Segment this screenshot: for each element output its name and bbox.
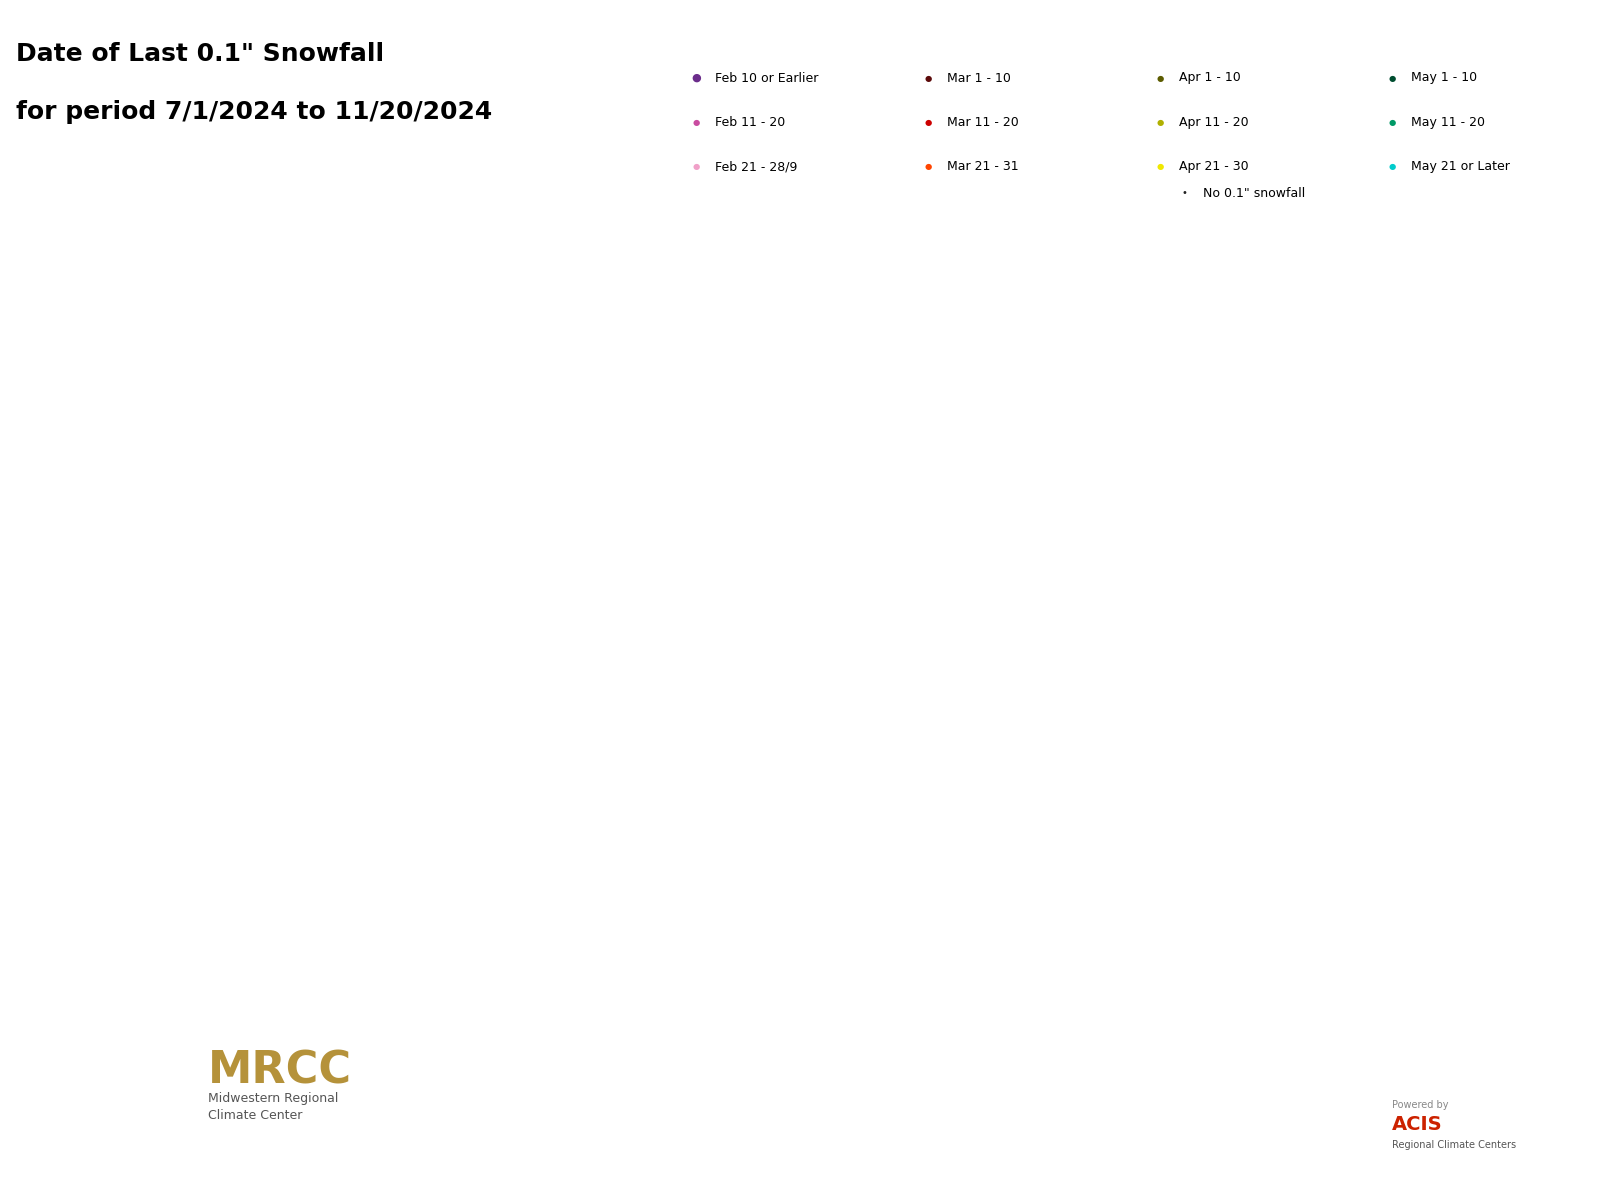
Text: ●: ● (1157, 73, 1163, 83)
Text: Mar 11 - 20: Mar 11 - 20 (947, 116, 1019, 128)
Text: Mar 21 - 31: Mar 21 - 31 (947, 161, 1019, 173)
Text: ●: ● (1157, 118, 1163, 127)
Text: for period 7/1/2024 to 11/20/2024: for period 7/1/2024 to 11/20/2024 (16, 100, 493, 124)
Text: ●: ● (691, 73, 701, 83)
Text: •: • (1181, 188, 1187, 198)
Text: Feb 21 - 28/9: Feb 21 - 28/9 (715, 161, 797, 173)
Text: ●: ● (1157, 162, 1163, 172)
Text: Regional Climate Centers: Regional Climate Centers (1392, 1140, 1517, 1150)
Text: Mar 1 - 10: Mar 1 - 10 (947, 72, 1011, 84)
Text: MRCC: MRCC (208, 1049, 352, 1092)
Text: ●: ● (925, 118, 931, 127)
Text: ●: ● (1389, 118, 1395, 127)
Text: May 21 or Later: May 21 or Later (1411, 161, 1510, 173)
Text: Feb 10 or Earlier: Feb 10 or Earlier (715, 72, 819, 84)
Text: No 0.1" snowfall: No 0.1" snowfall (1203, 187, 1306, 199)
Text: Apr 1 - 10: Apr 1 - 10 (1179, 72, 1242, 84)
Text: ●: ● (925, 73, 931, 83)
Text: May 11 - 20: May 11 - 20 (1411, 116, 1485, 128)
Text: Midwestern Regional
Climate Center: Midwestern Regional Climate Center (208, 1092, 338, 1122)
Text: ●: ● (693, 118, 699, 127)
Text: ●: ● (1389, 162, 1395, 172)
Text: Feb 11 - 20: Feb 11 - 20 (715, 116, 786, 128)
Text: Date of Last 0.1" Snowfall: Date of Last 0.1" Snowfall (16, 42, 384, 66)
Text: ●: ● (1389, 73, 1395, 83)
Text: Apr 21 - 30: Apr 21 - 30 (1179, 161, 1250, 173)
Text: Powered by: Powered by (1392, 1100, 1448, 1110)
Text: Apr 11 - 20: Apr 11 - 20 (1179, 116, 1250, 128)
Text: ACIS: ACIS (1392, 1115, 1443, 1134)
Text: ●: ● (925, 162, 931, 172)
Text: May 1 - 10: May 1 - 10 (1411, 72, 1477, 84)
Text: ●: ● (693, 162, 699, 172)
